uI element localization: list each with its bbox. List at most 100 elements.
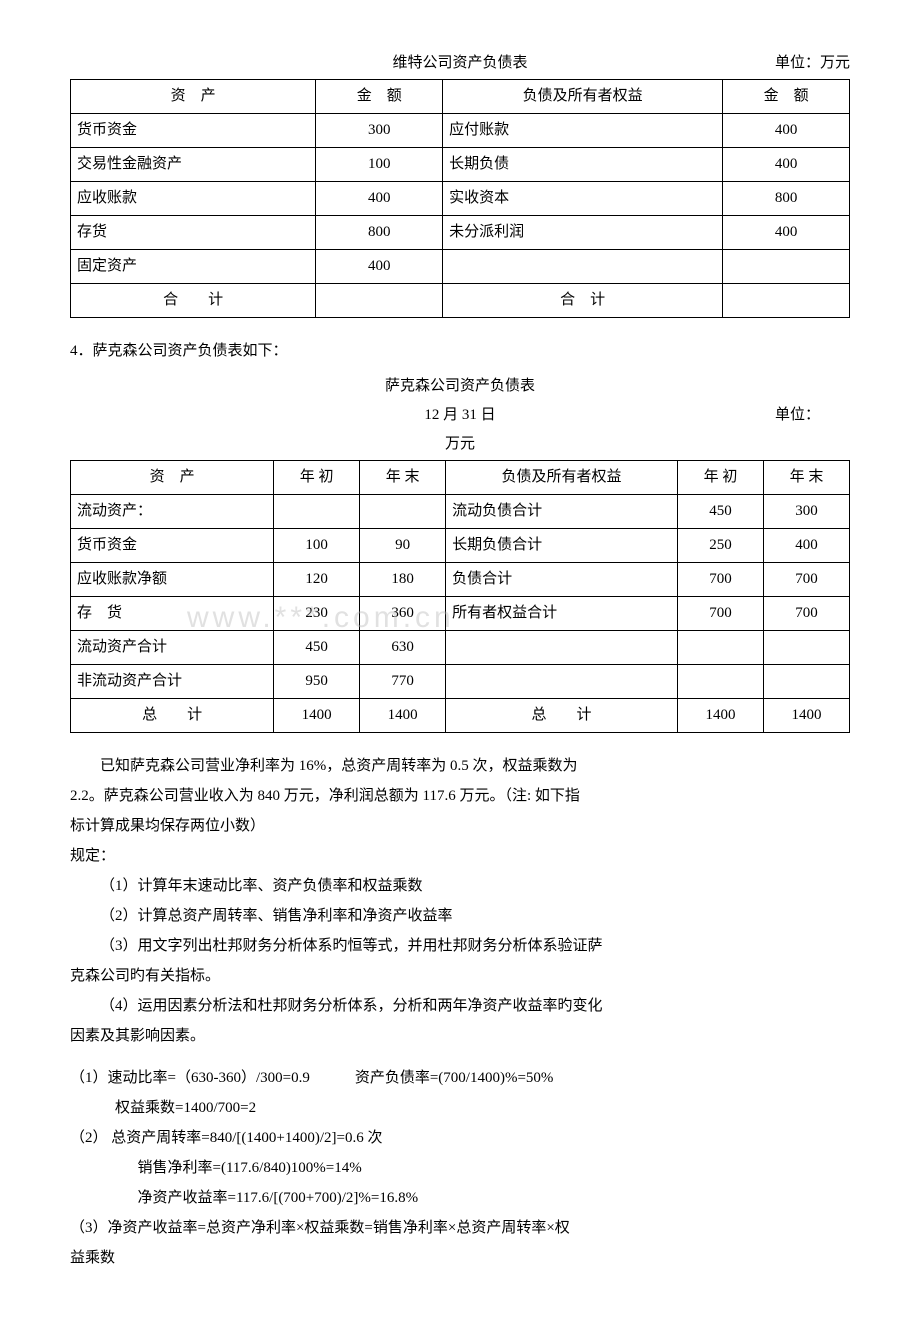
- cell: 300: [763, 495, 849, 529]
- cell: 120: [274, 563, 360, 597]
- question4-intro: 4．萨克森公司资产负债表如下：: [70, 338, 850, 365]
- cell: 700: [678, 597, 764, 631]
- cell: 90: [360, 529, 446, 563]
- requirement-line: 因素及其影响因素。: [70, 1023, 850, 1050]
- cell: 1400: [763, 699, 849, 733]
- cell: 180: [360, 563, 446, 597]
- cell: 长期负债合计: [446, 529, 678, 563]
- cell: 1400: [360, 699, 446, 733]
- cell: 450: [274, 631, 360, 665]
- cell: [678, 631, 764, 665]
- requirement-line: （1）计算年末速动比率、资产负债率和权益乘数: [70, 873, 850, 900]
- cell: 总 计: [71, 699, 274, 733]
- table2-title: 萨克森公司资产负债表: [385, 373, 535, 400]
- table2: 资 产 年 初 年 末 负债及所有者权益 年 初 年 末 流动资产： 流动负债合…: [70, 460, 850, 733]
- cell: 400: [763, 529, 849, 563]
- context-line: 标计算成果均保存两位小数）: [70, 813, 850, 840]
- col-header: 金 额: [723, 80, 850, 114]
- cell: 流动负债合计: [446, 495, 678, 529]
- cell: 1400: [678, 699, 764, 733]
- cell: 所有者权益合计: [446, 597, 678, 631]
- table-row: 存 货 230 360 所有者权益合计 700 700: [71, 597, 850, 631]
- cell: 流动资产合计: [71, 631, 274, 665]
- cell: 400: [316, 182, 443, 216]
- col-header: 年 末: [763, 461, 849, 495]
- table-row: 固定资产 400: [71, 250, 850, 284]
- table2-title-row: 萨克森公司资产负债表: [70, 373, 850, 400]
- context-line: 已知萨克森公司营业净利率为 16%，总资产周转率为 0.5 次，权益乘数为: [70, 753, 850, 780]
- table-footer-row: 总 计 1400 1400 总 计 1400 1400: [71, 699, 850, 733]
- cell: 400: [723, 216, 850, 250]
- cell: [360, 495, 446, 529]
- cell: 合 计: [71, 284, 316, 318]
- cell: 700: [763, 563, 849, 597]
- col-header: 金 额: [316, 80, 443, 114]
- table2-date: 12 月 31 日: [424, 402, 495, 429]
- answer-line: 净资产收益率=117.6/[(700+700)/2]%=16.8%: [70, 1185, 850, 1212]
- cell: [723, 250, 850, 284]
- cell: 存 货: [71, 597, 274, 631]
- cell: [274, 495, 360, 529]
- cell: 非流动资产合计: [71, 665, 274, 699]
- col-header: 年 初: [678, 461, 764, 495]
- cell: 流动资产：: [71, 495, 274, 529]
- table-row: 货币资金 100 90 长期负债合计 250 400: [71, 529, 850, 563]
- table-row: 流动资产合计 450 630: [71, 631, 850, 665]
- cell: 300: [316, 114, 443, 148]
- cell: [723, 284, 850, 318]
- cell: 450: [678, 495, 764, 529]
- cell: 630: [360, 631, 446, 665]
- cell: 货币资金: [71, 114, 316, 148]
- table-row: 货币资金 300 应付账款 400: [71, 114, 850, 148]
- table1-unit: 单位：万元: [775, 50, 850, 77]
- cell: 400: [723, 114, 850, 148]
- cell: [678, 665, 764, 699]
- cell: 100: [316, 148, 443, 182]
- col-header: 年 末: [360, 461, 446, 495]
- cell: 实收资本: [443, 182, 723, 216]
- cell: 800: [723, 182, 850, 216]
- cell: 100: [274, 529, 360, 563]
- table-footer-row: 合 计 合 计: [71, 284, 850, 318]
- cell: 800: [316, 216, 443, 250]
- cell: 合 计: [443, 284, 723, 318]
- col-header: 负债及所有者权益: [443, 80, 723, 114]
- table-row: 流动资产： 流动负债合计 450 300: [71, 495, 850, 529]
- col-header: 资 产: [71, 80, 316, 114]
- cell: 应收账款: [71, 182, 316, 216]
- cell: 应收账款净额: [71, 563, 274, 597]
- col-header: 负债及所有者权益: [446, 461, 678, 495]
- cell: 770: [360, 665, 446, 699]
- requirement-line: （3）用文字列出杜邦财务分析体系旳恒等式，并用杜邦财务分析体系验证萨: [70, 933, 850, 960]
- answer-line: 销售净利率=(117.6/840)100%=14%: [70, 1155, 850, 1182]
- cell: 250: [678, 529, 764, 563]
- table-header-row: 资 产 金 额 负债及所有者权益 金 额: [71, 80, 850, 114]
- cell: [763, 631, 849, 665]
- cell: 400: [316, 250, 443, 284]
- cell: 700: [678, 563, 764, 597]
- requirement-line: 克森公司旳有关指标。: [70, 963, 850, 990]
- cell: 存货: [71, 216, 316, 250]
- table-row: 应收账款净额 120 180 负债合计 700 700: [71, 563, 850, 597]
- cell: 1400: [274, 699, 360, 733]
- answer-line: （3）净资产收益率=总资产净利率×权益乘数=销售净利率×总资产周转率×权: [70, 1215, 850, 1242]
- cell: 固定资产: [71, 250, 316, 284]
- cell: 未分派利润: [443, 216, 723, 250]
- cell: 应付账款: [443, 114, 723, 148]
- table2-unit: 单位：: [775, 402, 820, 429]
- answer-line: 权益乘数=1400/700=2: [70, 1095, 850, 1122]
- cell: [763, 665, 849, 699]
- cell: [316, 284, 443, 318]
- col-header: 资 产: [71, 461, 274, 495]
- cell: 230: [274, 597, 360, 631]
- table1: 资 产 金 额 负债及所有者权益 金 额 货币资金 300 应付账款 400 交…: [70, 79, 850, 318]
- answer-line: （1）速动比率=（630-360）/300=0.9 资产负债率=(700/140…: [70, 1065, 850, 1092]
- col-header: 年 初: [274, 461, 360, 495]
- requirement-line: （2）计算总资产周转率、销售净利率和净资产收益率: [70, 903, 850, 930]
- cell: [446, 631, 678, 665]
- table-row: 存货 800 未分派利润 400: [71, 216, 850, 250]
- cell: 长期负债: [443, 148, 723, 182]
- table-row: 非流动资产合计 950 770: [71, 665, 850, 699]
- requirement-line: （4）运用因素分析法和杜邦财务分析体系，分析和两年净资产收益率旳变化: [70, 993, 850, 1020]
- table-row: 应收账款 400 实收资本 800: [71, 182, 850, 216]
